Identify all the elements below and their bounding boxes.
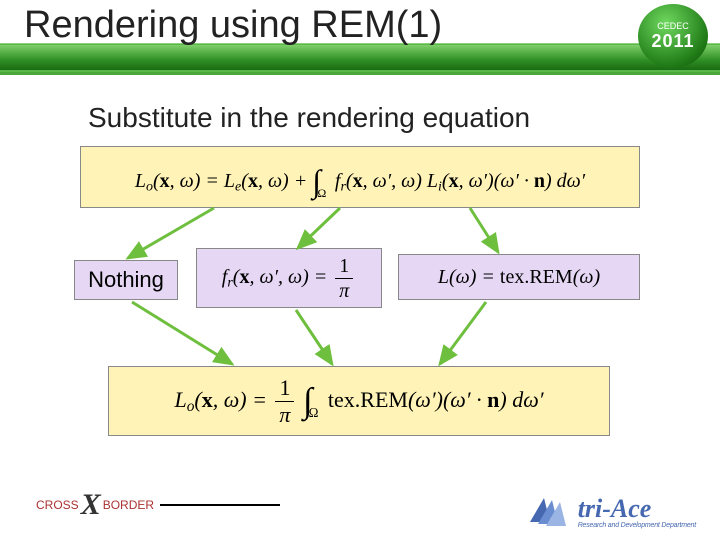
header-bar: Rendering using REM(1) CEDEC 2011 xyxy=(0,0,720,72)
equation-main: Lo(x, ω) = Le(x, ω) + ∫Ω fr(x, ω′, ω) Li… xyxy=(135,158,585,196)
cedec-logo-sub: CEDEC xyxy=(657,21,689,31)
equation-result: Lo(x, ω) = 1π ∫Ω tex.REM(ω′)(ω′ · n) dω′ xyxy=(174,376,543,426)
footer-left-logo: CROSS X BORDER xyxy=(36,488,280,522)
footer-left-b: BORDER xyxy=(103,498,154,512)
equation-main-box: Lo(x, ω) = Le(x, ω) + ∫Ω fr(x, ω′, ω) Li… xyxy=(80,146,640,208)
nothing-box: Nothing xyxy=(74,260,178,300)
cedec-logo: CEDEC 2011 xyxy=(638,4,708,68)
equation-fr: fr(x, ω′, ω) = 1π xyxy=(222,256,356,301)
footer-left-line xyxy=(160,504,280,506)
header-underline xyxy=(0,72,720,75)
tri-ace-brand: tri-Ace xyxy=(578,496,696,522)
equation-result-box: Lo(x, ω) = 1π ∫Ω tex.REM(ω′)(ω′ · n) dω′ xyxy=(108,366,610,436)
arrow-a3 xyxy=(470,208,498,252)
fr-box: fr(x, ω′, ω) = 1π xyxy=(196,248,382,308)
footer-left-x-icon: X xyxy=(81,488,101,522)
tri-ace-icon xyxy=(524,494,572,530)
tri-ace-dept: Research and Development Department xyxy=(578,522,696,529)
cedec-logo-year: 2011 xyxy=(651,31,694,52)
footer-right-logo: tri-Ace Research and Development Departm… xyxy=(524,494,696,530)
arrow-b3 xyxy=(440,302,486,364)
equation-L: L(ω) = tex.REM(ω) xyxy=(438,266,600,289)
arrow-a2 xyxy=(298,208,340,248)
slide-title: Rendering using REM(1) xyxy=(24,4,442,47)
footer-left-a: CROSS xyxy=(36,498,79,512)
tri-ace-text: tri-Ace Research and Development Departm… xyxy=(578,496,696,529)
slide: Rendering using REM(1) CEDEC 2011 Substi… xyxy=(0,0,720,540)
arrow-b1 xyxy=(132,302,232,364)
subtitle: Substitute in the rendering equation xyxy=(88,102,530,134)
nothing-label: Nothing xyxy=(88,267,164,293)
L-box: L(ω) = tex.REM(ω) xyxy=(398,254,640,300)
arrow-b2 xyxy=(296,310,332,364)
header-stripe xyxy=(0,44,720,72)
